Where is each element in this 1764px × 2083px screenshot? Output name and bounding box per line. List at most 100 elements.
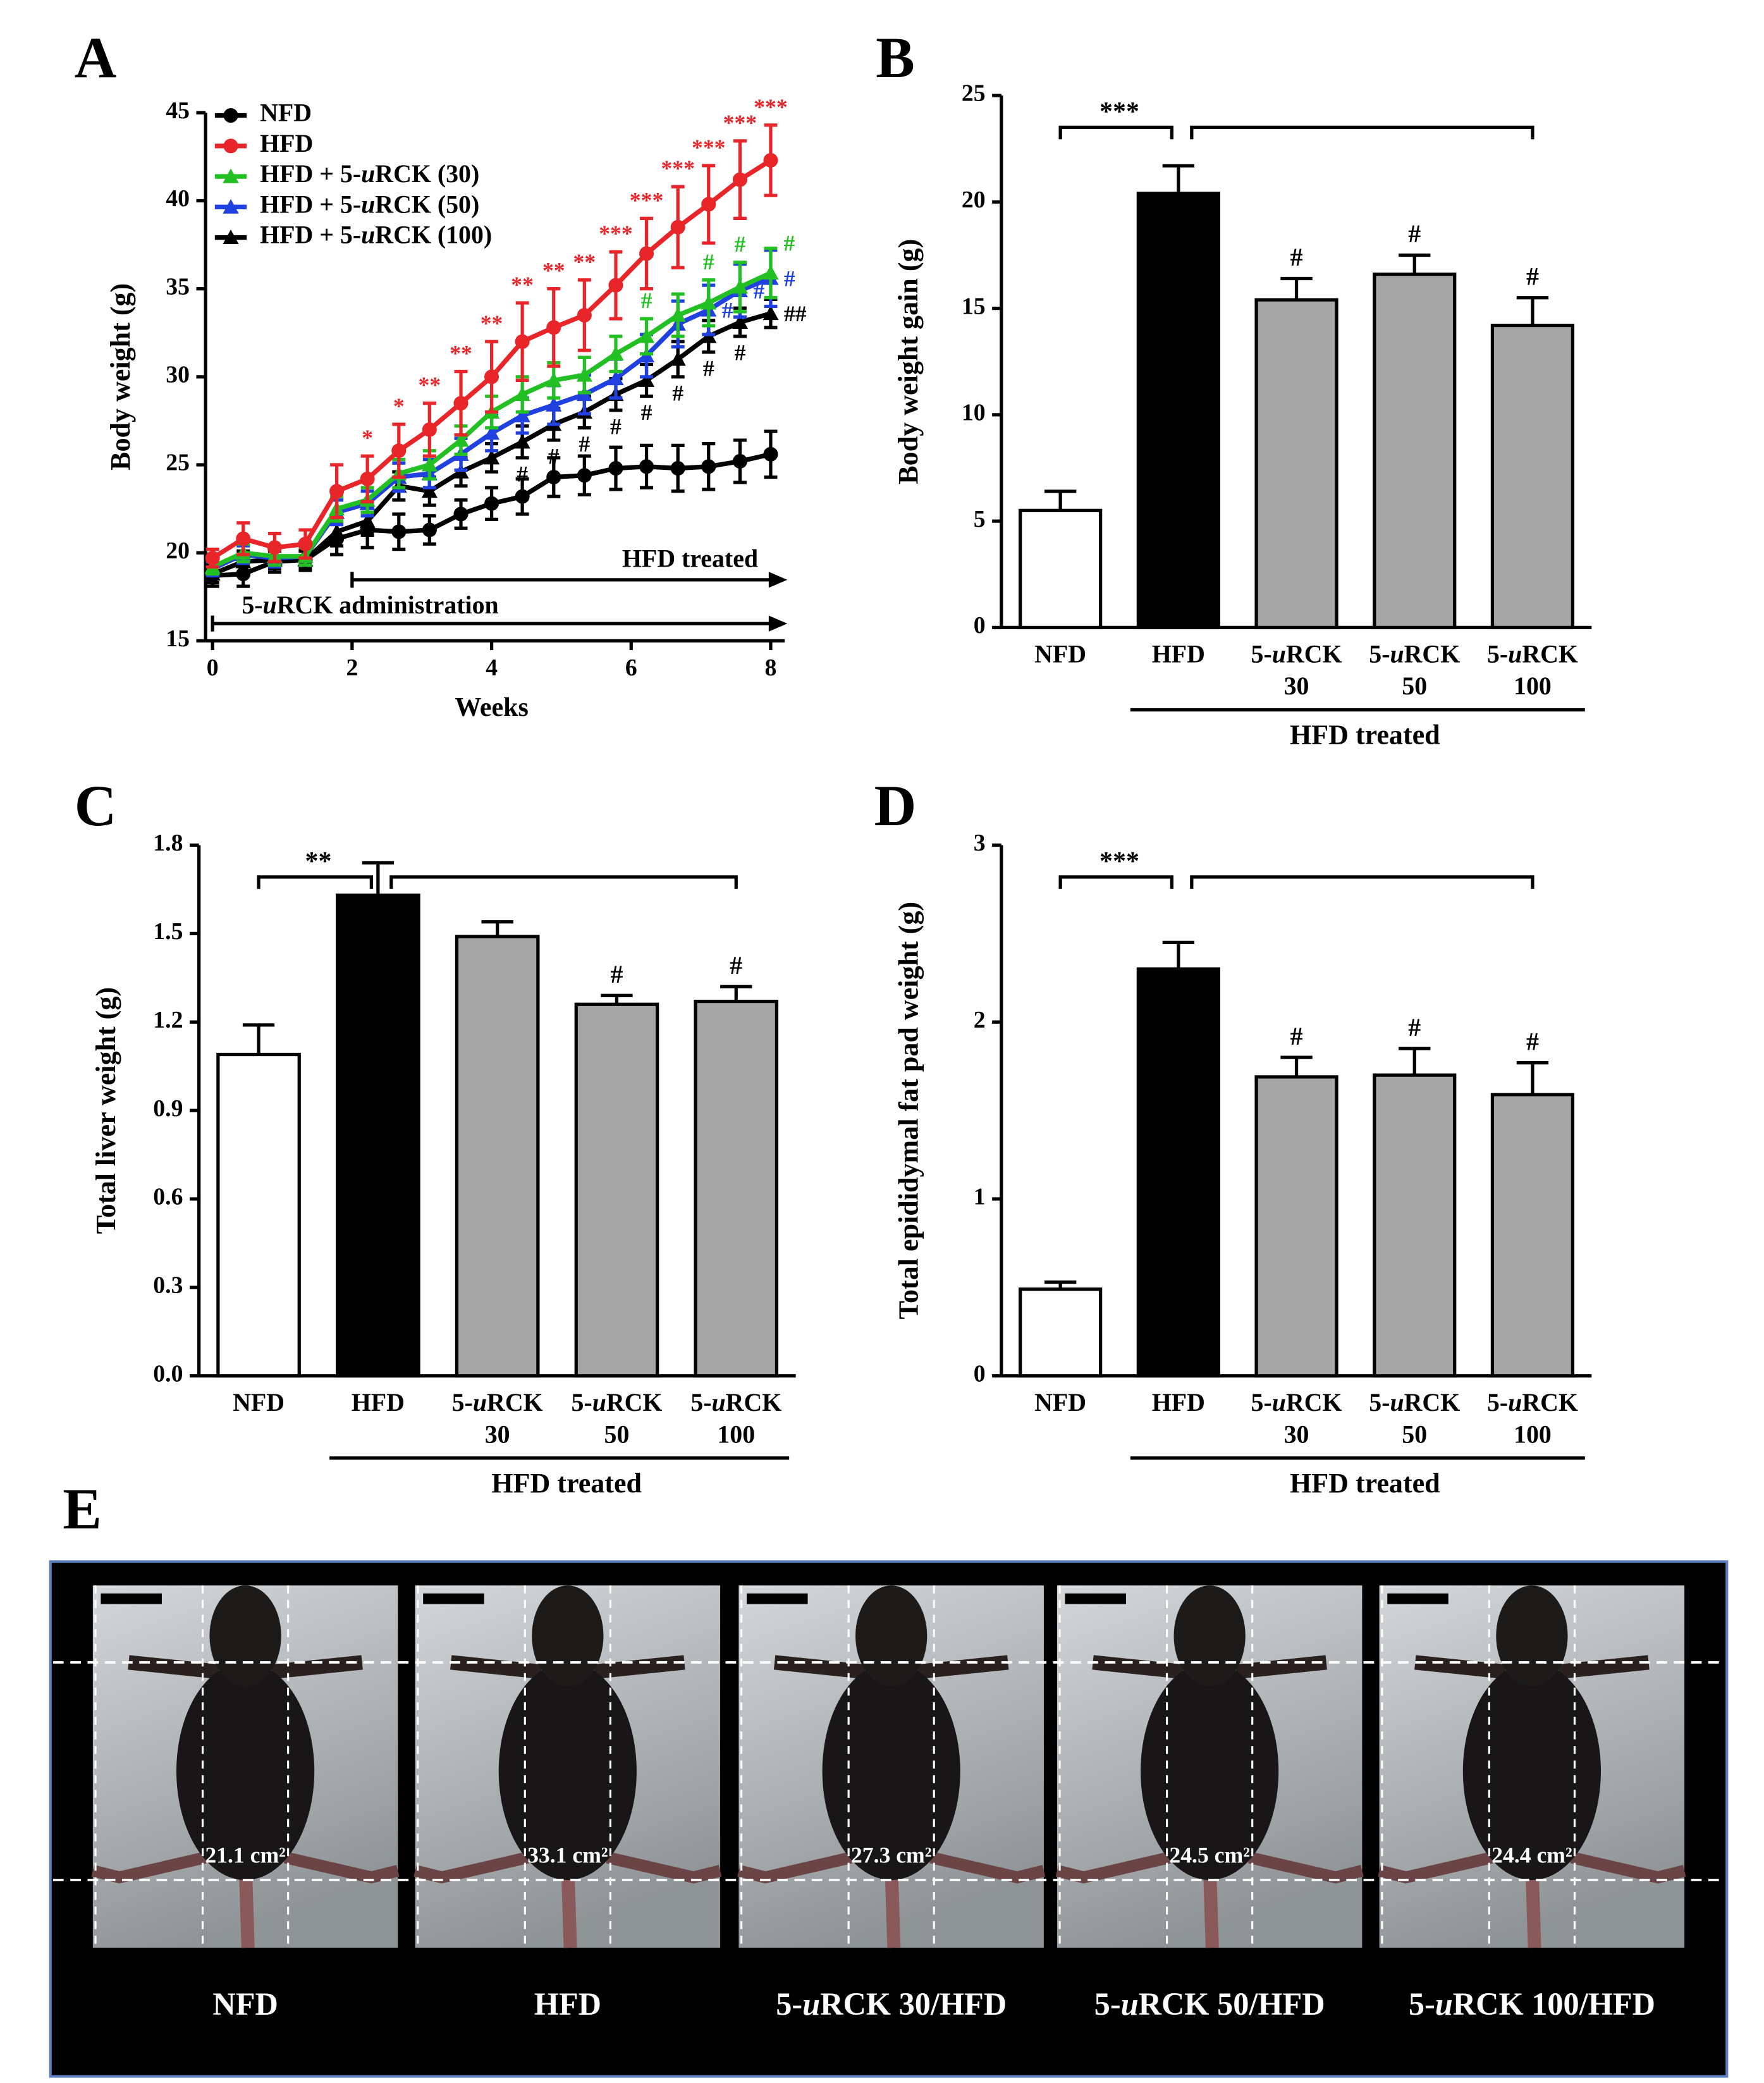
area-label: 33.1 cm² [527, 1843, 608, 1868]
y-tick-label: 0.0 [153, 1360, 183, 1387]
bar [1254, 1075, 1338, 1378]
y-tick-label: 20 [962, 187, 986, 213]
y-tick-label: 15 [166, 625, 190, 652]
point [577, 307, 592, 323]
area-label: 24.5 cm² [1169, 1843, 1250, 1868]
photo-caption: 5-uRCK 30/HFD [776, 1986, 1007, 2022]
point [514, 407, 530, 422]
legend-label: HFD + 5-uRCK (100) [260, 221, 492, 249]
x-tick-label: 100 [1514, 1420, 1552, 1448]
y-axis-title: Body weight (g) [105, 283, 136, 470]
point [360, 471, 375, 486]
bar [216, 1052, 301, 1378]
scale-bar [1065, 1593, 1126, 1604]
photo-caption: NFD [212, 1986, 278, 2022]
panel-label: D [874, 773, 917, 838]
point [546, 469, 561, 485]
point [483, 450, 500, 465]
significance-label: *** [1099, 97, 1139, 126]
x-tick-label: 30 [1284, 672, 1309, 700]
error-bar [242, 1023, 275, 1055]
point [421, 483, 438, 498]
point [732, 314, 748, 329]
y-tick-label: 45 [166, 97, 190, 124]
y-tick-label: 25 [962, 80, 986, 107]
bar [336, 894, 420, 1378]
mouse-head [1173, 1585, 1246, 1687]
point [732, 172, 747, 187]
significance-label: # [703, 249, 714, 274]
x-tick-label: 100 [717, 1420, 755, 1448]
significance-label: ** [419, 372, 441, 398]
arrow-label: HFD treated [622, 544, 758, 573]
bar [455, 935, 540, 1378]
arrow-head [768, 615, 788, 632]
y-tick-label: 10 [962, 400, 986, 426]
legend-marker [223, 138, 238, 154]
mouse-limbs [773, 1655, 1009, 1680]
error-bar [1516, 296, 1549, 326]
x-tick-label: NFD [233, 1388, 285, 1416]
significance-label: # [641, 400, 652, 425]
significance-label: * [393, 393, 405, 419]
significance-label: # [1408, 1013, 1421, 1042]
x-tick-label: 5-uRCK [1251, 640, 1342, 668]
y-axis-title: Total liver weight (g) [90, 987, 121, 1234]
point [763, 305, 779, 321]
bar [694, 999, 779, 1378]
mouse-body [1141, 1662, 1279, 1880]
point [359, 513, 376, 528]
bar [1019, 1287, 1103, 1378]
point [670, 219, 685, 235]
x-tick-label: 5-uRCK [1487, 1388, 1578, 1416]
significance-label: # [1290, 1022, 1303, 1050]
bar [1136, 192, 1220, 630]
significance-label: # [610, 414, 622, 439]
point [236, 531, 251, 546]
error-bar [1280, 276, 1313, 300]
mouse-head [532, 1585, 604, 1687]
point [391, 524, 407, 539]
mouse-limbs [1414, 1655, 1650, 1680]
mouse-body [1462, 1662, 1601, 1880]
error-bar [720, 985, 752, 1002]
significance-label: *** [692, 135, 725, 160]
x-tick-label: HFD [352, 1388, 405, 1416]
error-bar [481, 920, 513, 937]
x-tick-label: HFD [1152, 1388, 1205, 1416]
point [638, 328, 655, 343]
significance-label: # [784, 266, 795, 291]
error-bar [1044, 489, 1077, 511]
point [267, 540, 282, 555]
point [483, 425, 500, 440]
y-tick-label: 0.3 [153, 1272, 183, 1299]
mouse-limbs [450, 1655, 685, 1680]
y-tick-label: 35 [166, 273, 190, 300]
x-tick-label: 6 [625, 654, 637, 681]
significance-label: # [734, 231, 745, 257]
mouse-head [209, 1585, 281, 1687]
significance-label: *** [630, 187, 663, 212]
point [515, 334, 530, 349]
point [670, 307, 686, 322]
mouse-limbs [1055, 1852, 1364, 1884]
point [577, 468, 592, 483]
x-tick-label: 50 [1402, 1420, 1427, 1448]
point [732, 453, 747, 469]
point [639, 459, 654, 474]
x-tick-label: 5-uRCK [1369, 1388, 1460, 1416]
bracket [257, 875, 373, 889]
group-label: HFD treated [491, 1468, 642, 1499]
significance-label: # [579, 431, 590, 457]
y-tick-label: 1 [974, 1184, 986, 1210]
significance-label: *** [754, 94, 787, 120]
legend-label: NFD [260, 99, 312, 127]
x-tick-label: 5-uRCK [452, 1388, 543, 1416]
arrow-label: 5-uRCK administration [242, 591, 498, 619]
bar [1136, 967, 1220, 1378]
error-bar [1162, 164, 1195, 194]
significance-label: # [722, 297, 733, 323]
mouse-body [176, 1662, 315, 1880]
x-tick-label: 5-uRCK [1251, 1388, 1342, 1416]
y-tick-label: 2 [974, 1007, 986, 1033]
